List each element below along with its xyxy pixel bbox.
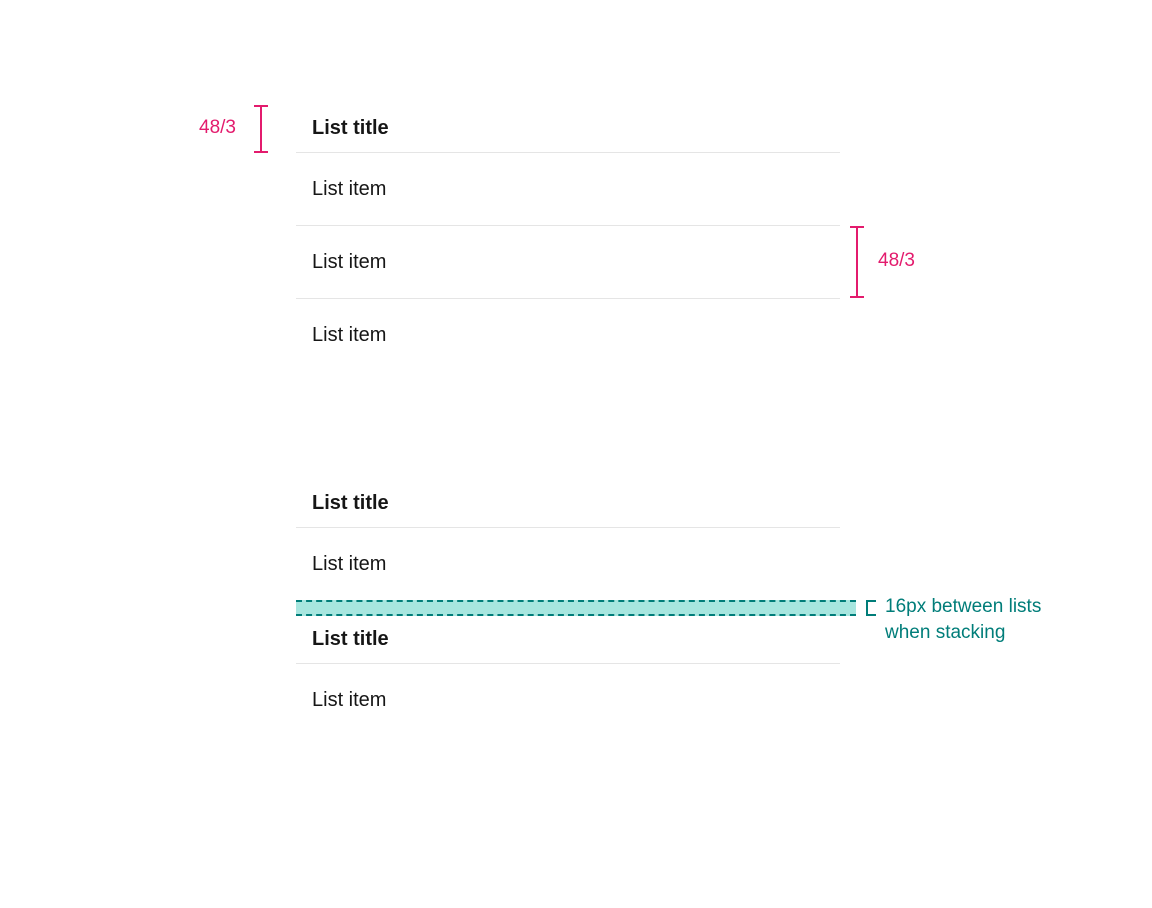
list-item: List item <box>296 299 840 371</box>
list-example-2-bottom: List title List item <box>296 616 840 736</box>
list-title: List title <box>296 616 840 664</box>
list-title: List title <box>296 480 840 528</box>
list-item: List item <box>296 664 840 736</box>
spacing-label-line1: 16px between lists <box>885 594 1041 620</box>
spacing-highlight <box>296 600 856 616</box>
list-example-1: List title List item List item List item <box>296 105 840 371</box>
measurement-row-label: 48/3 <box>878 250 915 272</box>
list-item: List item <box>296 153 840 225</box>
list-item: List item <box>296 226 840 298</box>
list-title: List title <box>296 105 840 153</box>
list-item: List item <box>296 528 840 600</box>
measurement-title-label: 48/3 <box>199 117 236 139</box>
list-example-2-top: List title List item <box>296 480 840 600</box>
spacing-label: 16px between lists when stacking <box>885 594 1041 645</box>
spacing-label-line2: when stacking <box>885 620 1041 646</box>
